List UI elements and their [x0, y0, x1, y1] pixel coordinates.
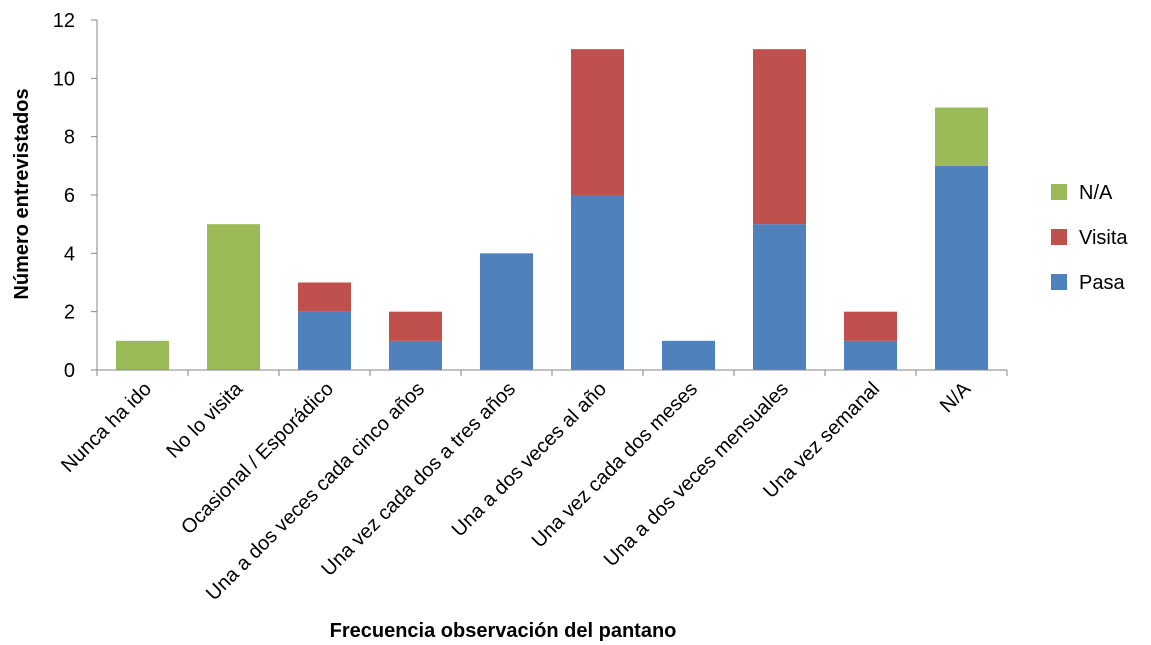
- x-tick-label: Nunca ha ido: [57, 378, 156, 477]
- x-tick-label: Una a dos veces mensuales: [600, 378, 793, 571]
- y-tick-label: 0: [64, 360, 75, 382]
- legend: N/A Visita Pasa: [1051, 182, 1128, 294]
- x-tick-label: Una vez cada dos meses: [528, 378, 702, 552]
- legend-swatch-pasa: [1051, 274, 1067, 290]
- bar-pasa-9: [844, 340, 897, 370]
- legend-swatch-n-a: [1051, 184, 1067, 200]
- bar-visita-8: [753, 49, 806, 225]
- y-tick-label: 4: [64, 243, 75, 265]
- y-tick-label: 12: [53, 10, 75, 32]
- bar-pasa-10: [935, 165, 988, 370]
- y-tick-label: 10: [53, 68, 75, 90]
- bar-pasa-4: [389, 340, 442, 370]
- bar-n-a-2: [207, 224, 260, 370]
- x-tick-label: Una vez cada dos a tres años: [317, 378, 520, 581]
- bar-visita-6: [571, 49, 624, 195]
- legend-label: Pasa: [1079, 272, 1125, 294]
- y-axis: 0 2 4 6 8 10 12: [53, 10, 98, 382]
- y-tick-label: 8: [64, 127, 75, 149]
- y-axis-title: Número entrevistados: [11, 88, 33, 299]
- bar-pasa-3: [298, 311, 351, 370]
- bar-visita-4: [389, 311, 442, 341]
- bar-pasa-7: [662, 340, 715, 370]
- x-tick-label: Ocasional / Esporádico: [177, 378, 338, 539]
- x-tick-label: Una a dos veces al año: [448, 378, 611, 541]
- bar-pasa-6: [571, 195, 624, 370]
- bar-n-a-1: [116, 340, 169, 370]
- x-tick-label: N/A: [936, 378, 976, 418]
- legend-label: Visita: [1079, 227, 1128, 249]
- x-axis-title: Frecuencia observación del pantano: [330, 620, 677, 642]
- bar-pasa-8: [753, 224, 806, 370]
- bar-visita-3: [298, 282, 351, 312]
- legend-label: N/A: [1079, 182, 1113, 204]
- bar-pasa-5: [480, 253, 533, 370]
- bar-n-a-10: [935, 107, 988, 166]
- bar-visita-9: [844, 311, 897, 341]
- legend-swatch-visita: [1051, 229, 1067, 245]
- plot-area: [116, 49, 988, 370]
- y-tick-label: 6: [64, 185, 75, 207]
- x-tick-label: No lo visita: [162, 377, 247, 462]
- y-tick-label: 2: [64, 302, 75, 324]
